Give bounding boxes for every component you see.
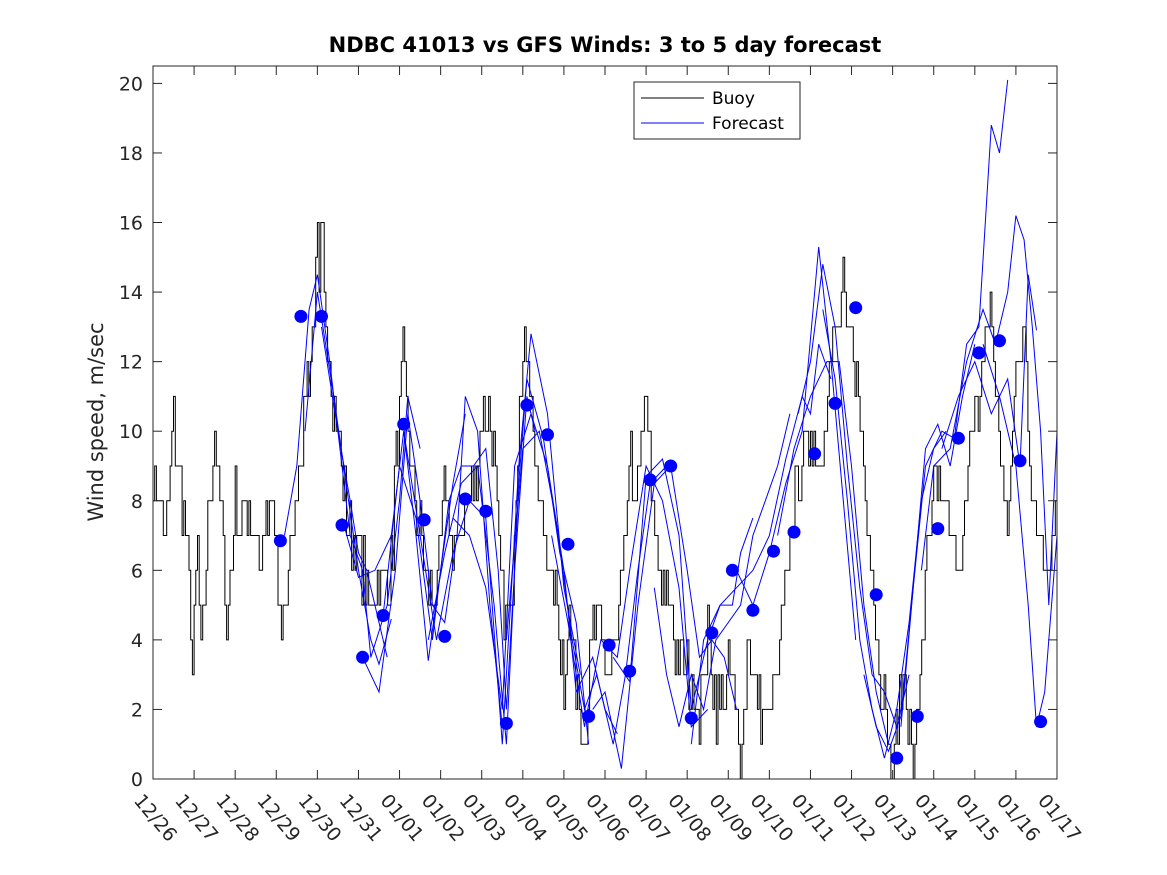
y-tick-label: 0 — [131, 769, 143, 791]
forecast-marker — [541, 428, 554, 442]
forecast-marker — [417, 513, 431, 527]
forecast-marker — [356, 650, 370, 664]
forecast-marker — [397, 417, 411, 431]
forecast-marker — [808, 447, 822, 461]
y-tick-label: 16 — [119, 213, 143, 235]
forecast-line — [452, 412, 618, 735]
forecast-line — [321, 326, 421, 658]
forecast-line — [920, 215, 1058, 606]
forecast-marker — [561, 537, 575, 551]
forecast-marker — [1013, 454, 1027, 468]
y-tick-label: 8 — [131, 491, 143, 513]
forecast-line — [777, 361, 889, 745]
forecast-marker — [993, 334, 1006, 348]
forecast-marker — [273, 534, 287, 548]
forecast-marker — [376, 609, 390, 622]
forecast-marker — [767, 544, 780, 558]
legend: Buoy Forecast — [633, 81, 801, 140]
forecast-markers — [273, 301, 1048, 765]
forecast-marker — [499, 716, 513, 730]
forecast-marker — [910, 709, 924, 723]
forecast-marker — [725, 563, 739, 577]
legend-forecast-label: Forecast — [712, 114, 784, 134]
forecast-marker — [972, 346, 986, 360]
forecast-marker — [787, 525, 801, 539]
forecast-line — [863, 344, 976, 753]
forecast-marker — [294, 309, 308, 323]
y-tick-label: 4 — [131, 630, 143, 652]
forecast-line — [982, 344, 1058, 727]
forecast-line — [612, 457, 754, 710]
forecast-line — [304, 292, 392, 666]
y-tick-label: 14 — [119, 282, 143, 304]
forecast-marker — [479, 504, 493, 518]
legend-box — [633, 81, 801, 140]
forecast-line — [653, 413, 791, 727]
forecast-marker — [602, 638, 616, 652]
forecast-marker — [931, 522, 945, 536]
forecast-marker — [746, 603, 760, 617]
forecast-marker — [520, 398, 534, 412]
forecast-marker — [664, 459, 678, 473]
forecast-line — [551, 464, 709, 728]
y-tick-label: 6 — [131, 560, 143, 582]
forecast-marker — [458, 492, 472, 506]
forecast-marker — [869, 588, 883, 602]
forecast-marker — [828, 396, 842, 410]
forecast-marker — [643, 473, 657, 487]
y-axis: 0 2 4 6 8 10 12 14 16 18 20 — [119, 73, 1057, 791]
y-tick-label: 2 — [131, 699, 143, 721]
forecast-marker — [705, 626, 719, 640]
forecast-marker — [582, 709, 596, 723]
forecast-marker — [890, 751, 904, 765]
forecast-line — [797, 264, 910, 729]
forecast-line — [403, 333, 581, 745]
y-tick-label: 10 — [119, 421, 143, 443]
y-tick-label: 18 — [119, 143, 143, 165]
forecast-marker — [951, 431, 965, 445]
forecast-line — [341, 413, 466, 661]
y-tick-label: 12 — [119, 352, 143, 374]
forecast-marker — [684, 711, 698, 725]
forecast-marker — [849, 301, 863, 315]
forecast-marker — [623, 664, 637, 678]
forecast-marker — [315, 309, 328, 323]
legend-buoy-label: Buoy — [712, 89, 755, 109]
forecast-line — [362, 396, 503, 727]
forecast-series — [284, 79, 1058, 769]
forecast-marker — [438, 629, 452, 643]
y-axis-label: Wind speed, m/sec — [84, 322, 108, 521]
chart-title: NDBC 41013 vs GFS Winds: 3 to 5 day fore… — [329, 33, 882, 57]
forecast-line — [822, 309, 947, 759]
forecast-marker — [1034, 715, 1048, 729]
forecast-marker — [335, 518, 349, 532]
y-tick-label: 20 — [119, 73, 143, 95]
forecast-line — [736, 246, 857, 640]
